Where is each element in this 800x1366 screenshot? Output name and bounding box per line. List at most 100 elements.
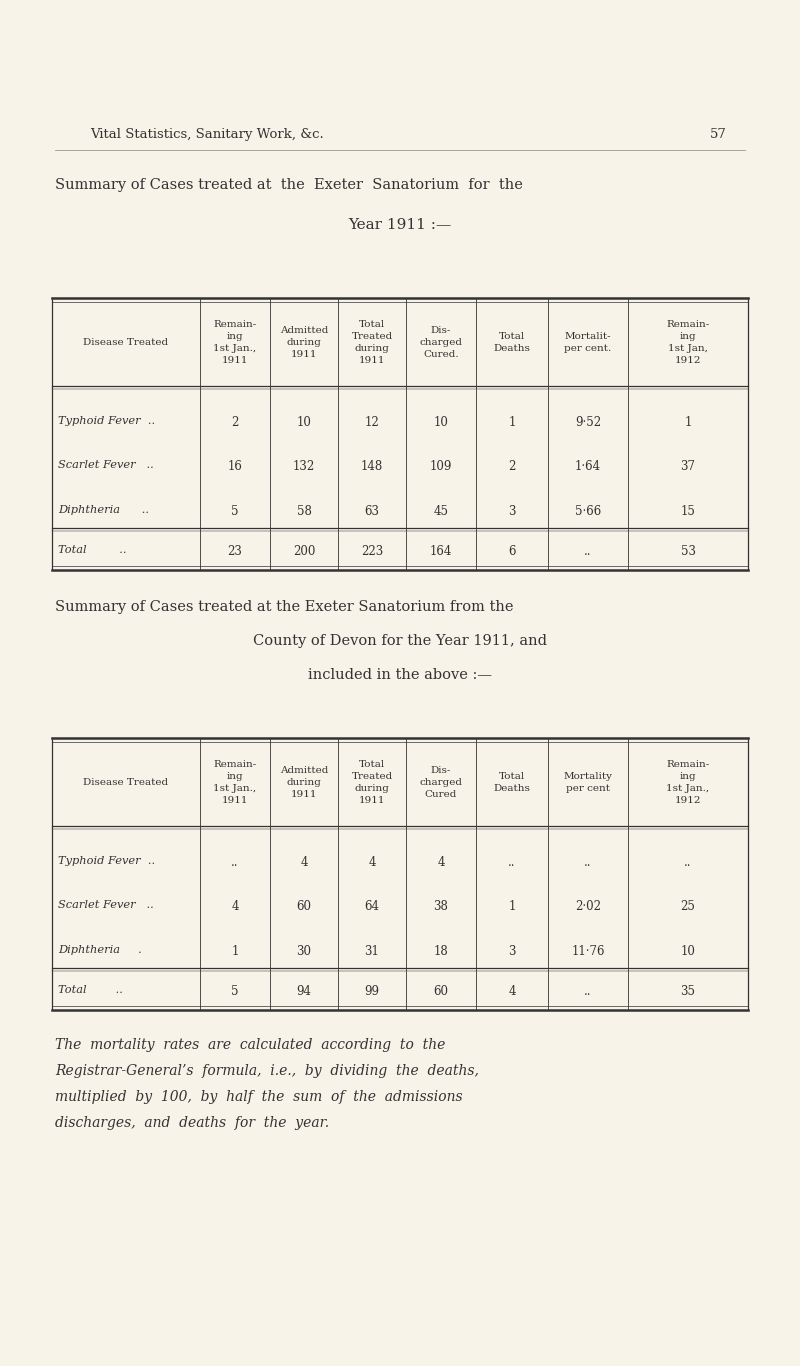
Text: 16: 16 bbox=[227, 460, 242, 473]
Text: 58: 58 bbox=[297, 505, 311, 518]
Text: 5·66: 5·66 bbox=[575, 505, 601, 518]
Text: 2·02: 2·02 bbox=[575, 900, 601, 914]
Text: 1911: 1911 bbox=[290, 790, 318, 799]
Text: 3: 3 bbox=[508, 505, 516, 518]
Text: 1: 1 bbox=[231, 945, 238, 958]
Text: 31: 31 bbox=[365, 945, 379, 958]
Text: per cent.: per cent. bbox=[564, 344, 612, 352]
Text: Total         ..: Total .. bbox=[58, 545, 126, 555]
Text: 35: 35 bbox=[681, 985, 695, 997]
Text: 10: 10 bbox=[297, 415, 311, 429]
Text: The  mortality  rates  are  calculated  according  to  the: The mortality rates are calculated accor… bbox=[55, 1038, 446, 1052]
Text: Total: Total bbox=[359, 759, 385, 769]
Text: 25: 25 bbox=[681, 900, 695, 914]
Text: 64: 64 bbox=[365, 900, 379, 914]
Text: 57: 57 bbox=[710, 128, 727, 141]
Text: per cent: per cent bbox=[566, 784, 610, 794]
Text: 60: 60 bbox=[297, 900, 311, 914]
Text: during: during bbox=[354, 784, 390, 794]
Text: Vital Statistics, Sanitary Work, &c.: Vital Statistics, Sanitary Work, &c. bbox=[90, 128, 324, 141]
Text: 1: 1 bbox=[684, 415, 692, 429]
Text: Total        ..: Total .. bbox=[58, 985, 123, 994]
Text: Remain-: Remain- bbox=[666, 759, 710, 769]
Text: ing: ing bbox=[680, 332, 696, 342]
Text: 1: 1 bbox=[508, 415, 516, 429]
Text: charged: charged bbox=[419, 337, 462, 347]
Text: Scarlet Fever   ..: Scarlet Fever .. bbox=[58, 900, 154, 910]
Text: Year 1911 :—: Year 1911 :— bbox=[348, 219, 452, 232]
Text: 18: 18 bbox=[434, 945, 448, 958]
Text: 5: 5 bbox=[231, 985, 238, 997]
Text: 4: 4 bbox=[368, 855, 376, 869]
Text: Deaths: Deaths bbox=[494, 784, 530, 794]
Text: discharges,  and  deaths  for  the  year.: discharges, and deaths for the year. bbox=[55, 1116, 329, 1130]
Text: 60: 60 bbox=[434, 985, 449, 997]
Text: Mortalit-: Mortalit- bbox=[565, 332, 611, 342]
Text: ..: .. bbox=[231, 855, 238, 869]
Text: 148: 148 bbox=[361, 460, 383, 473]
Text: Dis-: Dis- bbox=[431, 326, 451, 335]
Text: 4: 4 bbox=[438, 855, 445, 869]
Text: 12: 12 bbox=[365, 415, 379, 429]
Text: Treated: Treated bbox=[351, 772, 393, 781]
Text: ing: ing bbox=[226, 772, 243, 781]
Text: Cured: Cured bbox=[425, 790, 457, 799]
Text: Cured.: Cured. bbox=[423, 350, 459, 359]
Text: 37: 37 bbox=[681, 460, 695, 473]
Text: 1911: 1911 bbox=[290, 350, 318, 359]
Text: 1st Jan.,: 1st Jan., bbox=[214, 784, 257, 794]
Text: Diphtheria     .: Diphtheria . bbox=[58, 945, 142, 955]
Text: 2: 2 bbox=[231, 415, 238, 429]
Text: 109: 109 bbox=[430, 460, 452, 473]
Text: Summary of Cases treated at  the  Exeter  Sanatorium  for  the: Summary of Cases treated at the Exeter S… bbox=[55, 178, 523, 193]
Text: during: during bbox=[354, 344, 390, 352]
Text: 1911: 1911 bbox=[222, 357, 248, 365]
Text: 1912: 1912 bbox=[674, 796, 702, 805]
Text: included in the above :—: included in the above :— bbox=[308, 668, 492, 682]
Text: 53: 53 bbox=[681, 545, 695, 557]
Text: Typhoid Fever  ..: Typhoid Fever .. bbox=[58, 855, 155, 866]
Text: ing: ing bbox=[226, 332, 243, 342]
Text: 38: 38 bbox=[434, 900, 449, 914]
Text: Scarlet Fever   ..: Scarlet Fever .. bbox=[58, 460, 154, 470]
Text: 4: 4 bbox=[300, 855, 308, 869]
Text: Treated: Treated bbox=[351, 332, 393, 342]
Text: 15: 15 bbox=[681, 505, 695, 518]
Text: Registrar-General’s  formula,  i.e.,  by  dividing  the  deaths,: Registrar-General’s formula, i.e., by di… bbox=[55, 1064, 479, 1078]
Text: 63: 63 bbox=[365, 505, 379, 518]
Text: Remain-: Remain- bbox=[214, 320, 257, 329]
Text: County of Devon for the Year 1911, and: County of Devon for the Year 1911, and bbox=[253, 634, 547, 647]
Text: 11·76: 11·76 bbox=[571, 945, 605, 958]
Text: 30: 30 bbox=[297, 945, 311, 958]
Text: 94: 94 bbox=[297, 985, 311, 997]
Text: Admitted: Admitted bbox=[280, 326, 328, 335]
Text: 1st Jan.,: 1st Jan., bbox=[666, 784, 710, 794]
Text: 9·52: 9·52 bbox=[575, 415, 601, 429]
Text: 6: 6 bbox=[508, 545, 516, 557]
Text: Mortality: Mortality bbox=[563, 772, 613, 781]
Text: 1912: 1912 bbox=[674, 357, 702, 365]
Text: 4: 4 bbox=[508, 985, 516, 997]
Text: during: during bbox=[286, 337, 322, 347]
Text: Total: Total bbox=[499, 332, 525, 342]
Text: 223: 223 bbox=[361, 545, 383, 557]
Text: 45: 45 bbox=[434, 505, 449, 518]
Text: 1st Jan,: 1st Jan, bbox=[668, 344, 708, 352]
Text: Disease Treated: Disease Treated bbox=[83, 779, 169, 787]
Text: Remain-: Remain- bbox=[214, 759, 257, 769]
Text: ..: .. bbox=[508, 855, 516, 869]
Text: 1911: 1911 bbox=[358, 357, 386, 365]
Text: charged: charged bbox=[419, 779, 462, 787]
Text: during: during bbox=[286, 779, 322, 787]
Text: Total: Total bbox=[499, 772, 525, 781]
Text: 132: 132 bbox=[293, 460, 315, 473]
Text: ..: .. bbox=[584, 855, 592, 869]
Text: ing: ing bbox=[680, 772, 696, 781]
Text: 1911: 1911 bbox=[222, 796, 248, 805]
Text: Total: Total bbox=[359, 320, 385, 329]
Text: 10: 10 bbox=[681, 945, 695, 958]
Text: Admitted: Admitted bbox=[280, 766, 328, 775]
Text: Typhoid Fever  ..: Typhoid Fever .. bbox=[58, 415, 155, 426]
Text: Diphtheria      ..: Diphtheria .. bbox=[58, 505, 149, 515]
Text: 3: 3 bbox=[508, 945, 516, 958]
